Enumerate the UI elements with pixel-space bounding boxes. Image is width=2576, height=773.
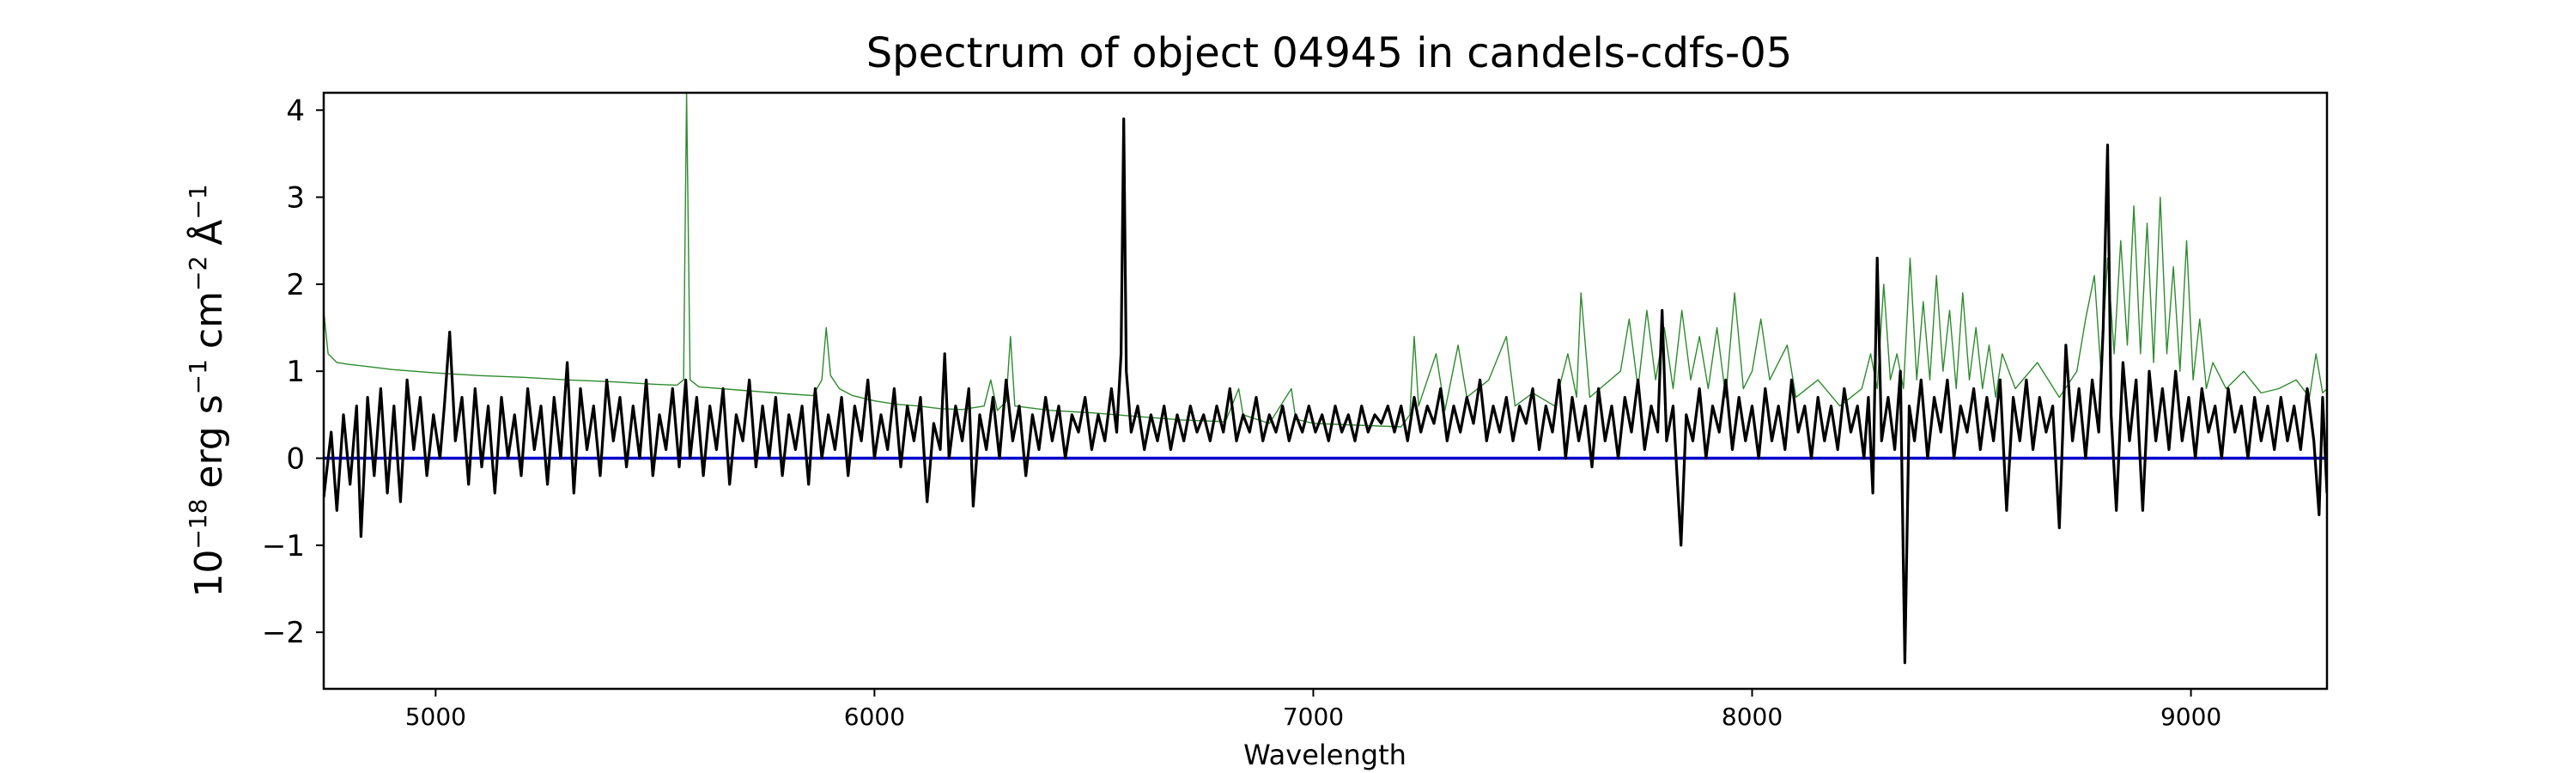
plot-frame	[322, 91, 2329, 691]
x-axis-label: Wavelength	[1243, 739, 1406, 771]
y-label-unit-c-exp: −1	[184, 184, 212, 219]
y-label-unit-a: erg s	[187, 394, 231, 488]
y-label-unit-b-exp: −2	[184, 256, 212, 291]
y-tick-label: 4	[286, 94, 305, 128]
y-label-unit-a-exp: −1	[184, 359, 212, 394]
x-tick-label: 5000	[405, 703, 466, 731]
x-axis: 5000 6000 7000 8000 9000	[405, 689, 2221, 731]
chart-title: Spectrum of object 04945 in candels-cdfs…	[866, 29, 1793, 77]
x-tick-label: 7000	[1283, 703, 1344, 731]
y-label-unit-c: Å	[185, 220, 231, 246]
y-axis-label: 10−18erg s−1cm−2Å−1	[184, 184, 231, 597]
y-tick-label: 1	[286, 355, 305, 389]
y-tick-label: −2	[262, 616, 305, 650]
y-label-scale-exp: −18	[184, 499, 212, 550]
y-tick-label: −1	[262, 529, 305, 563]
y-axis: −2 −1 0 1 2 3 4	[262, 94, 324, 650]
y-tick-label: 2	[286, 268, 305, 302]
y-tick-label: 0	[286, 442, 305, 477]
x-tick-label: 8000	[1722, 703, 1783, 731]
series-layer	[324, 93, 2327, 665]
y-label-scale: 10	[187, 550, 231, 598]
x-tick-label: 9000	[2160, 703, 2221, 731]
x-tick-label: 6000	[844, 703, 905, 731]
series-line-noise	[324, 93, 2327, 428]
y-label-unit-b: cm	[187, 291, 231, 349]
y-tick-label: 3	[286, 181, 305, 216]
series-line-flux	[324, 117, 2327, 665]
